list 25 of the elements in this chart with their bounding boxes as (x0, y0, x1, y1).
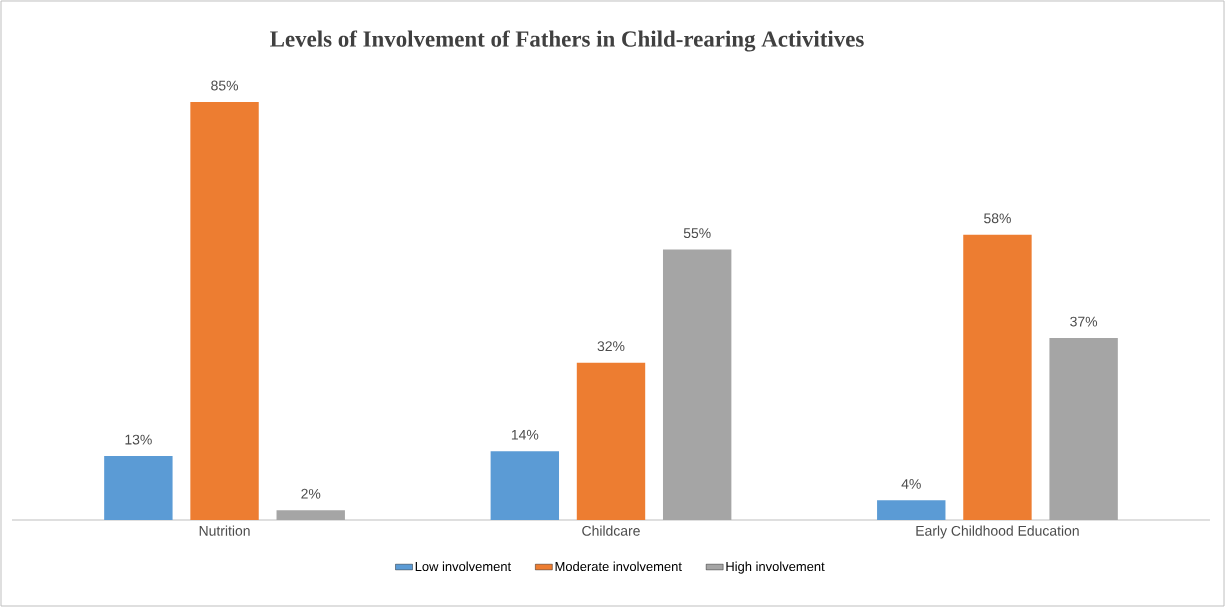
data-label: 37% (1070, 316, 1098, 327)
bar (190, 102, 259, 520)
legend-label: High involvement (726, 561, 825, 574)
data-label: 32% (597, 341, 625, 352)
legend-label: Low involvement (415, 561, 512, 572)
bar (662, 249, 732, 520)
data-label: 13% (125, 434, 152, 445)
data-label: 14% (511, 429, 539, 440)
chart-title: Levels of Involvement of Fathers in Child-rearing Activitives (270, 30, 864, 52)
x-tick-label: Nutrition (199, 525, 250, 536)
data-label: 2% (301, 488, 321, 499)
data-label: 58% (984, 213, 1011, 224)
bar (276, 510, 345, 520)
bar (104, 456, 173, 520)
bar (576, 362, 646, 520)
data-label: 85% (211, 80, 239, 91)
bar (877, 500, 946, 520)
x-tick-label: Early Childhood Education (916, 525, 1079, 539)
bar (490, 451, 560, 520)
bar (1049, 338, 1118, 520)
x-tick-label: Childcare (582, 525, 640, 536)
data-label: 4% (901, 479, 921, 489)
legend-label: Moderate involvement (555, 561, 682, 572)
bar (963, 234, 1032, 520)
data-label: 55% (683, 228, 711, 239)
